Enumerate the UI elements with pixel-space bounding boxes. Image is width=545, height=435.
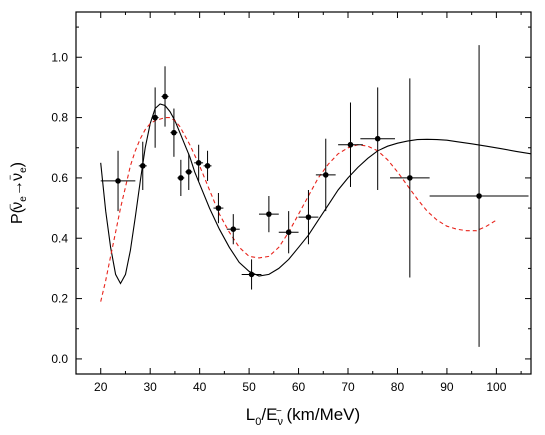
plot-frame xyxy=(75,11,532,375)
data-point-10 xyxy=(226,214,240,245)
data-point-9 xyxy=(213,193,224,224)
data-marker xyxy=(285,229,292,236)
data-marker xyxy=(195,160,202,166)
data-point-11 xyxy=(241,259,262,290)
fit-curve-dashed xyxy=(100,117,497,302)
data-marker xyxy=(185,169,192,175)
data-point-1 xyxy=(138,141,147,190)
data-point-0 xyxy=(100,150,136,212)
y-tick-label: 0.6 xyxy=(51,171,68,185)
data-marker xyxy=(305,214,312,220)
data-marker xyxy=(215,205,222,211)
x-tick-label: 80 xyxy=(391,380,405,394)
data-point-4 xyxy=(170,108,178,157)
data-point-12 xyxy=(258,196,279,233)
data-marker xyxy=(178,175,184,181)
x-tick-label: 60 xyxy=(292,380,306,394)
y-tick-label: 0.8 xyxy=(51,111,68,125)
data-marker xyxy=(374,135,381,142)
data-point-3 xyxy=(161,66,169,127)
data-point-18 xyxy=(390,78,430,278)
data-marker xyxy=(322,172,329,178)
x-axis-title: L0/Eν− (km/MeV) xyxy=(246,405,360,428)
x-tick-label: 70 xyxy=(341,380,355,394)
axis-ticks: 20 30 40 50 60 70 80 90 100 0.0 0.2 0.4 0.6 0.8 1.0 xyxy=(51,12,531,394)
data-marker xyxy=(162,93,168,100)
data-point-8 xyxy=(203,150,212,181)
x-tick-label: 90 xyxy=(440,380,454,394)
data-point-7 xyxy=(194,144,204,181)
data-point-6 xyxy=(185,153,193,190)
x-tick-label: 50 xyxy=(242,380,256,394)
data-point-17 xyxy=(360,87,395,190)
data-points xyxy=(100,45,529,347)
data-point-2 xyxy=(151,87,159,148)
y-tick-label: 1.0 xyxy=(51,50,68,64)
data-marker xyxy=(139,163,146,169)
x-tick-label: 100 xyxy=(486,380,506,394)
data-point-15 xyxy=(315,138,336,212)
data-marker xyxy=(171,129,177,136)
data-point-19 xyxy=(429,45,529,347)
data-marker xyxy=(204,163,211,169)
x-tick-label: 40 xyxy=(193,380,207,394)
data-marker xyxy=(476,193,482,199)
data-marker xyxy=(266,211,272,217)
data-point-14 xyxy=(298,189,319,245)
y-tick-label: 0.0 xyxy=(51,352,68,366)
data-marker xyxy=(248,271,255,278)
x-tick-label: 30 xyxy=(144,380,158,394)
data-marker xyxy=(347,141,354,148)
data-point-13 xyxy=(278,211,299,254)
data-marker xyxy=(407,175,413,181)
y-tick-label: 0.4 xyxy=(51,231,68,245)
data-point-5 xyxy=(177,159,185,197)
y-tick-label: 0.2 xyxy=(51,292,68,306)
x-tick-label: 20 xyxy=(94,380,108,394)
y-axis-title: P(−νe→−νe) xyxy=(5,162,29,224)
data-marker xyxy=(115,178,121,184)
data-marker xyxy=(152,114,158,121)
data-point-16 xyxy=(338,102,363,187)
data-marker xyxy=(230,226,237,232)
